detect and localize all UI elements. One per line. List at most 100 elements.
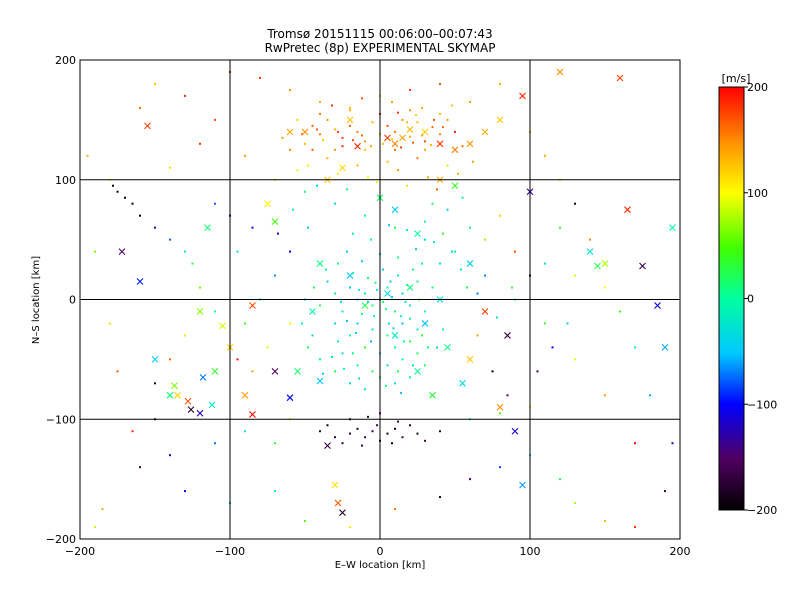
scatter-point-x [496, 116, 504, 124]
scatter-point-dot [371, 304, 374, 307]
scatter-point-dot [386, 334, 389, 337]
scatter-point-dot [364, 148, 366, 151]
scatter-point-dot [319, 430, 321, 433]
scatter-point-dot [469, 478, 471, 481]
colorbar-ticks: 200 100 0 −100 −200 [744, 81, 777, 517]
scatter-point-dot [619, 310, 621, 313]
scatter-point-dot [364, 140, 366, 143]
colorbar-tick-label: −100 [747, 398, 777, 411]
scatter-point-dot [319, 358, 321, 361]
scatter-point-dot [416, 121, 419, 124]
scatter-point-dot [634, 346, 636, 349]
y-axis-label: N–S location [km] [31, 256, 42, 344]
scatter-point-dot [349, 124, 351, 127]
scatter-point-dot [415, 114, 417, 117]
scatter-point-dot [391, 100, 393, 103]
chart-title: Tromsø 20151115 00:06:00–00:07:43 [266, 27, 492, 41]
scatter-point-dot [322, 139, 324, 142]
scatter-point-dot [430, 144, 432, 147]
scatter-point-dot [236, 358, 239, 361]
scatter-point-dot [415, 248, 417, 251]
scatter-point-dot [446, 118, 449, 121]
scatter-point-dot [199, 286, 201, 289]
scatter-point-dot [356, 427, 359, 430]
scatter-point-dot [367, 300, 369, 303]
scatter-point-dot [364, 436, 366, 439]
scatter-point-dot [416, 432, 419, 435]
scatter-point-x [586, 248, 594, 255]
y-tick-label: 200 [55, 54, 76, 67]
scatter-point-dot [364, 388, 366, 391]
scatter-point-x [429, 391, 436, 399]
scatter-point-dot [292, 208, 294, 211]
scatter-point-x [339, 509, 346, 517]
scatter-point-dot [214, 442, 216, 445]
scatter-point-x [309, 308, 316, 315]
scatter-point-x [466, 260, 474, 267]
scatter-point-dot [559, 478, 561, 481]
scatter-point-dot [316, 128, 318, 131]
scatter-point-dot [394, 427, 396, 430]
scatter-point-x [264, 200, 271, 208]
scatter-point-x [481, 128, 489, 136]
scatter-point-dot [356, 364, 359, 367]
scatter-point-dot [427, 176, 429, 179]
y-tick-label: −200 [46, 533, 76, 546]
scatter-point-x [184, 397, 192, 405]
scatter-point-dot [394, 346, 396, 349]
scatter-point-x [208, 401, 216, 409]
scatter-point-dot [373, 315, 375, 318]
scatter-point-dot [349, 109, 351, 112]
scatter-point-x [466, 355, 474, 363]
scatter-point-x [249, 302, 256, 309]
scatter-point-dot [403, 340, 405, 343]
scatter-point-dot [343, 367, 345, 370]
scatter-point-dot [364, 214, 366, 217]
grid [80, 60, 680, 539]
scatter-point-dot [326, 280, 329, 283]
scatter-point-dot [385, 308, 387, 311]
scatter-point-dot [499, 82, 501, 85]
scatter-point-dot [244, 430, 246, 433]
scatter-point-x [391, 206, 399, 214]
scatter-point-dot [355, 332, 357, 335]
scatter-point-dot [436, 188, 438, 191]
scatter-point-dot [671, 442, 674, 445]
scatter-point-dot [154, 382, 156, 385]
scatter-point-dot [409, 340, 411, 343]
scatter-point-x [661, 344, 669, 351]
scatter-point-dot [214, 310, 216, 313]
scatter-point-dot [337, 172, 339, 175]
scatter-point-x [196, 308, 204, 315]
scatter-point-x [354, 142, 361, 150]
colorbar [718, 86, 745, 511]
scatter-point-dot [451, 250, 453, 253]
scatter-point-dot [394, 310, 396, 313]
scatter-point-dot [307, 164, 309, 167]
scatter-point-x [391, 140, 399, 148]
scatter-point-dot [544, 262, 546, 265]
scatter-point-dot [319, 112, 321, 115]
scatter-point-dot [514, 250, 516, 253]
scatter-point-dot [326, 424, 329, 427]
scatter-point-dot [404, 300, 407, 303]
scatter-point-dot [131, 202, 134, 205]
scatter-point-x [519, 481, 526, 489]
scatter-point-dot [169, 454, 171, 457]
scatter-point-dot [394, 148, 396, 151]
scatter-point-x [219, 322, 226, 330]
scatter-point-dot [436, 346, 438, 349]
scatter-point-dot [566, 322, 569, 325]
scatter-point-dot [439, 82, 441, 85]
scatter-point-dot [169, 166, 171, 169]
scatter-point-dot [604, 286, 606, 289]
scatter-point-dot [634, 526, 636, 529]
scatter-point-x [361, 302, 369, 309]
scatter-point-dot [412, 364, 414, 367]
scatter-point-x [601, 260, 609, 267]
scatter-point-dot [116, 190, 119, 193]
scatter-point-dot [341, 145, 344, 148]
scatter-point-x [616, 74, 624, 82]
scatter-point-dot [214, 118, 216, 121]
scatter-point-x [324, 442, 331, 449]
